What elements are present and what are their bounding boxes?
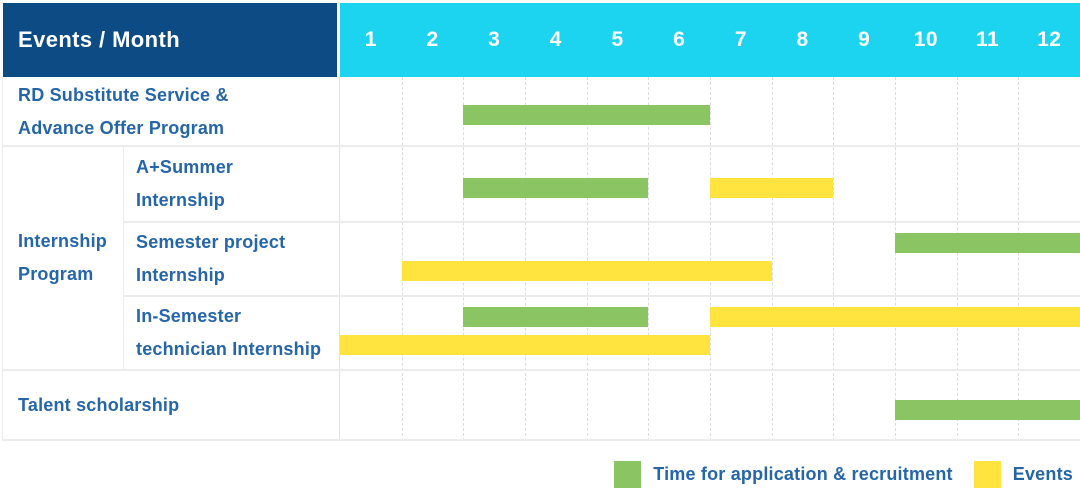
row-label: Semester project Internship [124,222,337,296]
legend: Time for application & recruitment Event… [0,459,1073,489]
month-gridline [833,77,835,441]
row-label-line: technician Internship [136,339,322,359]
group-label-line: Internship [18,231,108,251]
row-label: Talent scholarship [3,370,340,441]
month-header-3: 3 [488,28,501,51]
month-header-4: 4 [549,28,562,51]
row-separator [2,145,1080,147]
month-gridline [648,77,650,441]
legend-swatch-recruitment [614,460,642,488]
bar-event [710,178,834,198]
bar-recruitment [463,307,649,327]
row-separator [124,295,1080,297]
month-header-row: 1 2 3 4 5 6 7 8 9 10 11 12 [340,3,1080,77]
bar-recruitment [463,178,649,198]
row-label-line: RD Substitute Service & [18,84,229,105]
row-label-line: In-Semester [136,306,242,326]
row-label-line: A+Summer [136,157,234,177]
header-title: Events / Month [18,27,181,52]
chart-body: Internship Program RD Substitute Service &… [0,77,1080,441]
bar-event [401,261,772,281]
labels-grid-separator [339,77,340,441]
month-header-6: 6 [673,28,686,51]
bar-event [340,335,710,355]
month-header-1: 1 [364,28,377,51]
month-header-8: 8 [796,28,809,51]
row-separator [2,369,1080,371]
month-header-11: 11 [976,28,1000,51]
month-gridline [463,77,465,441]
group-label-line: Program [18,264,94,284]
month-gridline [956,77,958,441]
row-label-line: Advance Offer Program [18,117,225,138]
row-separator [124,221,1080,223]
legend-label-event: Events [1012,463,1073,484]
month-header-10: 10 [913,28,938,51]
header-events-month-cell: Events / Month [3,3,337,77]
group-label-internship-program: Internship Program [3,146,124,370]
group-sublabel-separator [123,146,124,370]
legend-swatch-event [973,460,1001,488]
row-label-line: Talent scholarship [18,395,180,415]
table-left-border [2,77,3,441]
bar-recruitment [463,105,710,125]
month-gridline [710,77,711,441]
row-label: A+Summer Internship [124,146,337,222]
month-header-9: 9 [858,28,871,51]
month-gridline [525,77,526,441]
month-gridline [771,77,773,441]
bar-recruitment [895,400,1080,420]
row-label-line: Internship [136,265,226,285]
row-label: In-Semester technician Internship [124,296,337,370]
month-gridline [586,77,588,441]
table-bottom-border [2,439,1080,441]
month-header-2: 2 [426,28,439,51]
month-gridline [895,77,896,441]
month-header-5: 5 [611,28,624,51]
row-label-line: Semester project [136,232,286,252]
bar-event [710,307,1080,327]
month-header-7: 7 [734,28,747,51]
month-header-12: 12 [1037,28,1062,51]
month-gridline [1018,77,1020,441]
row-label: RD Substitute Service & Advance Offer Pro… [3,77,340,146]
row-label-line: Internship [136,190,226,210]
bar-recruitment [895,233,1080,253]
legend-label-recruitment: Time for application & recruitment [653,463,953,484]
month-gridline [401,77,403,441]
